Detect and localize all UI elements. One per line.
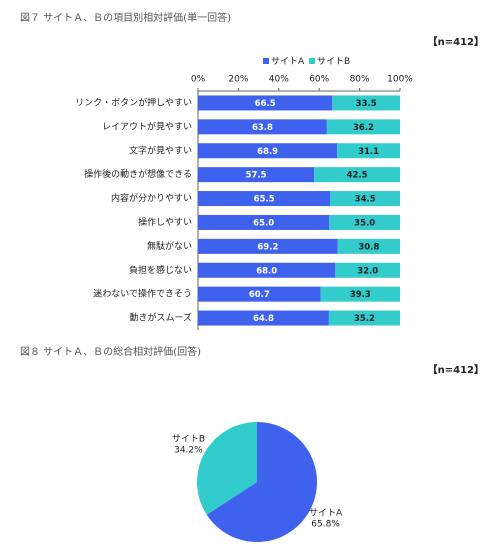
category-label: 操作後の動きが想像できる <box>84 168 192 180</box>
category-label: 無駄がない <box>147 240 192 252</box>
bar-segment <box>314 167 400 183</box>
value-label: 31.1 <box>358 147 379 157</box>
value-label: 57.5 <box>246 171 267 181</box>
value-label: 35.2 <box>354 314 375 324</box>
pie-slice <box>206 422 318 543</box>
chart-title: 図７ サイトＡ、Ｂの項目別相対評価(単一回答) <box>20 11 231 24</box>
pie-slice <box>197 422 257 515</box>
category-label: 文字が見やすい <box>129 144 192 156</box>
value-label: 65.8% <box>311 520 340 530</box>
value-label: 68.9 <box>257 147 278 157</box>
value-label: 64.8 <box>253 314 274 324</box>
bar-segment <box>326 119 400 135</box>
x-tick-label: 60% <box>309 75 329 85</box>
value-label: 30.8 <box>358 242 379 252</box>
category-label: 迷わないで操作できそう <box>93 288 192 300</box>
category-label: 操作しやすい <box>138 216 192 228</box>
bar-segment <box>198 95 333 111</box>
x-tick-label: 0% <box>191 75 206 85</box>
bar-segment <box>337 143 400 159</box>
category-label: 動きがスムーズ <box>129 312 192 324</box>
chart-title: 図８ サイトＡ、Ｂの総合相対評価(回答) <box>20 345 201 358</box>
value-label: 42.5 <box>347 171 368 181</box>
bar-segment <box>198 143 338 159</box>
value-label: 39.3 <box>350 290 371 300</box>
x-tick-label: 100% <box>387 75 413 85</box>
bar-segment <box>198 119 327 135</box>
bar-segment <box>330 191 400 207</box>
value-label: 65.5 <box>254 195 275 205</box>
category-label: レイアウトが見やすい <box>102 120 192 132</box>
x-tick-label: 80% <box>350 75 370 85</box>
value-label: 34.5 <box>355 195 376 205</box>
value-label: 35.0 <box>354 218 375 228</box>
bar-segment <box>198 286 321 302</box>
bar-segment <box>332 95 400 111</box>
x-tick-label: 40% <box>269 75 289 85</box>
bar-segment <box>328 310 400 326</box>
bar-segment <box>198 310 329 326</box>
slice-label: サイトB <box>172 433 205 444</box>
category-label: リンク・ボタンが押しやすい <box>75 96 192 108</box>
legend-swatch <box>263 58 269 64</box>
bar-segment <box>198 214 330 230</box>
value-label: 68.0 <box>256 266 277 276</box>
bar-segment <box>320 286 400 302</box>
value-label: 66.5 <box>255 99 276 109</box>
value-label: 32.0 <box>357 266 378 276</box>
slice-label: サイトA <box>309 508 343 519</box>
bar-segment <box>337 238 400 254</box>
value-label: 33.5 <box>356 99 377 109</box>
value-label: 69.2 <box>257 242 278 252</box>
legend-label: サイトB <box>317 56 350 67</box>
bar-segment <box>329 214 400 230</box>
sample-size: 【n=412】 <box>428 363 484 376</box>
bar-segment <box>335 262 400 278</box>
bar-segment <box>198 238 338 254</box>
bar-segment <box>198 191 331 207</box>
value-label: 63.8 <box>252 123 273 133</box>
legend-swatch <box>309 58 315 64</box>
bar-segment <box>198 262 336 278</box>
legend-label: サイトA <box>271 56 305 67</box>
value-label: 36.2 <box>353 123 374 133</box>
value-label: 34.2% <box>174 445 203 455</box>
category-label: 負担を感じない <box>129 264 192 276</box>
bar-segment <box>198 167 315 183</box>
sample-size: 【n=412】 <box>428 35 484 48</box>
value-label: 60.7 <box>249 290 270 300</box>
category-label: 内容が分かりやすい <box>111 192 192 204</box>
value-label: 65.0 <box>253 218 274 228</box>
x-tick-label: 20% <box>228 75 248 85</box>
